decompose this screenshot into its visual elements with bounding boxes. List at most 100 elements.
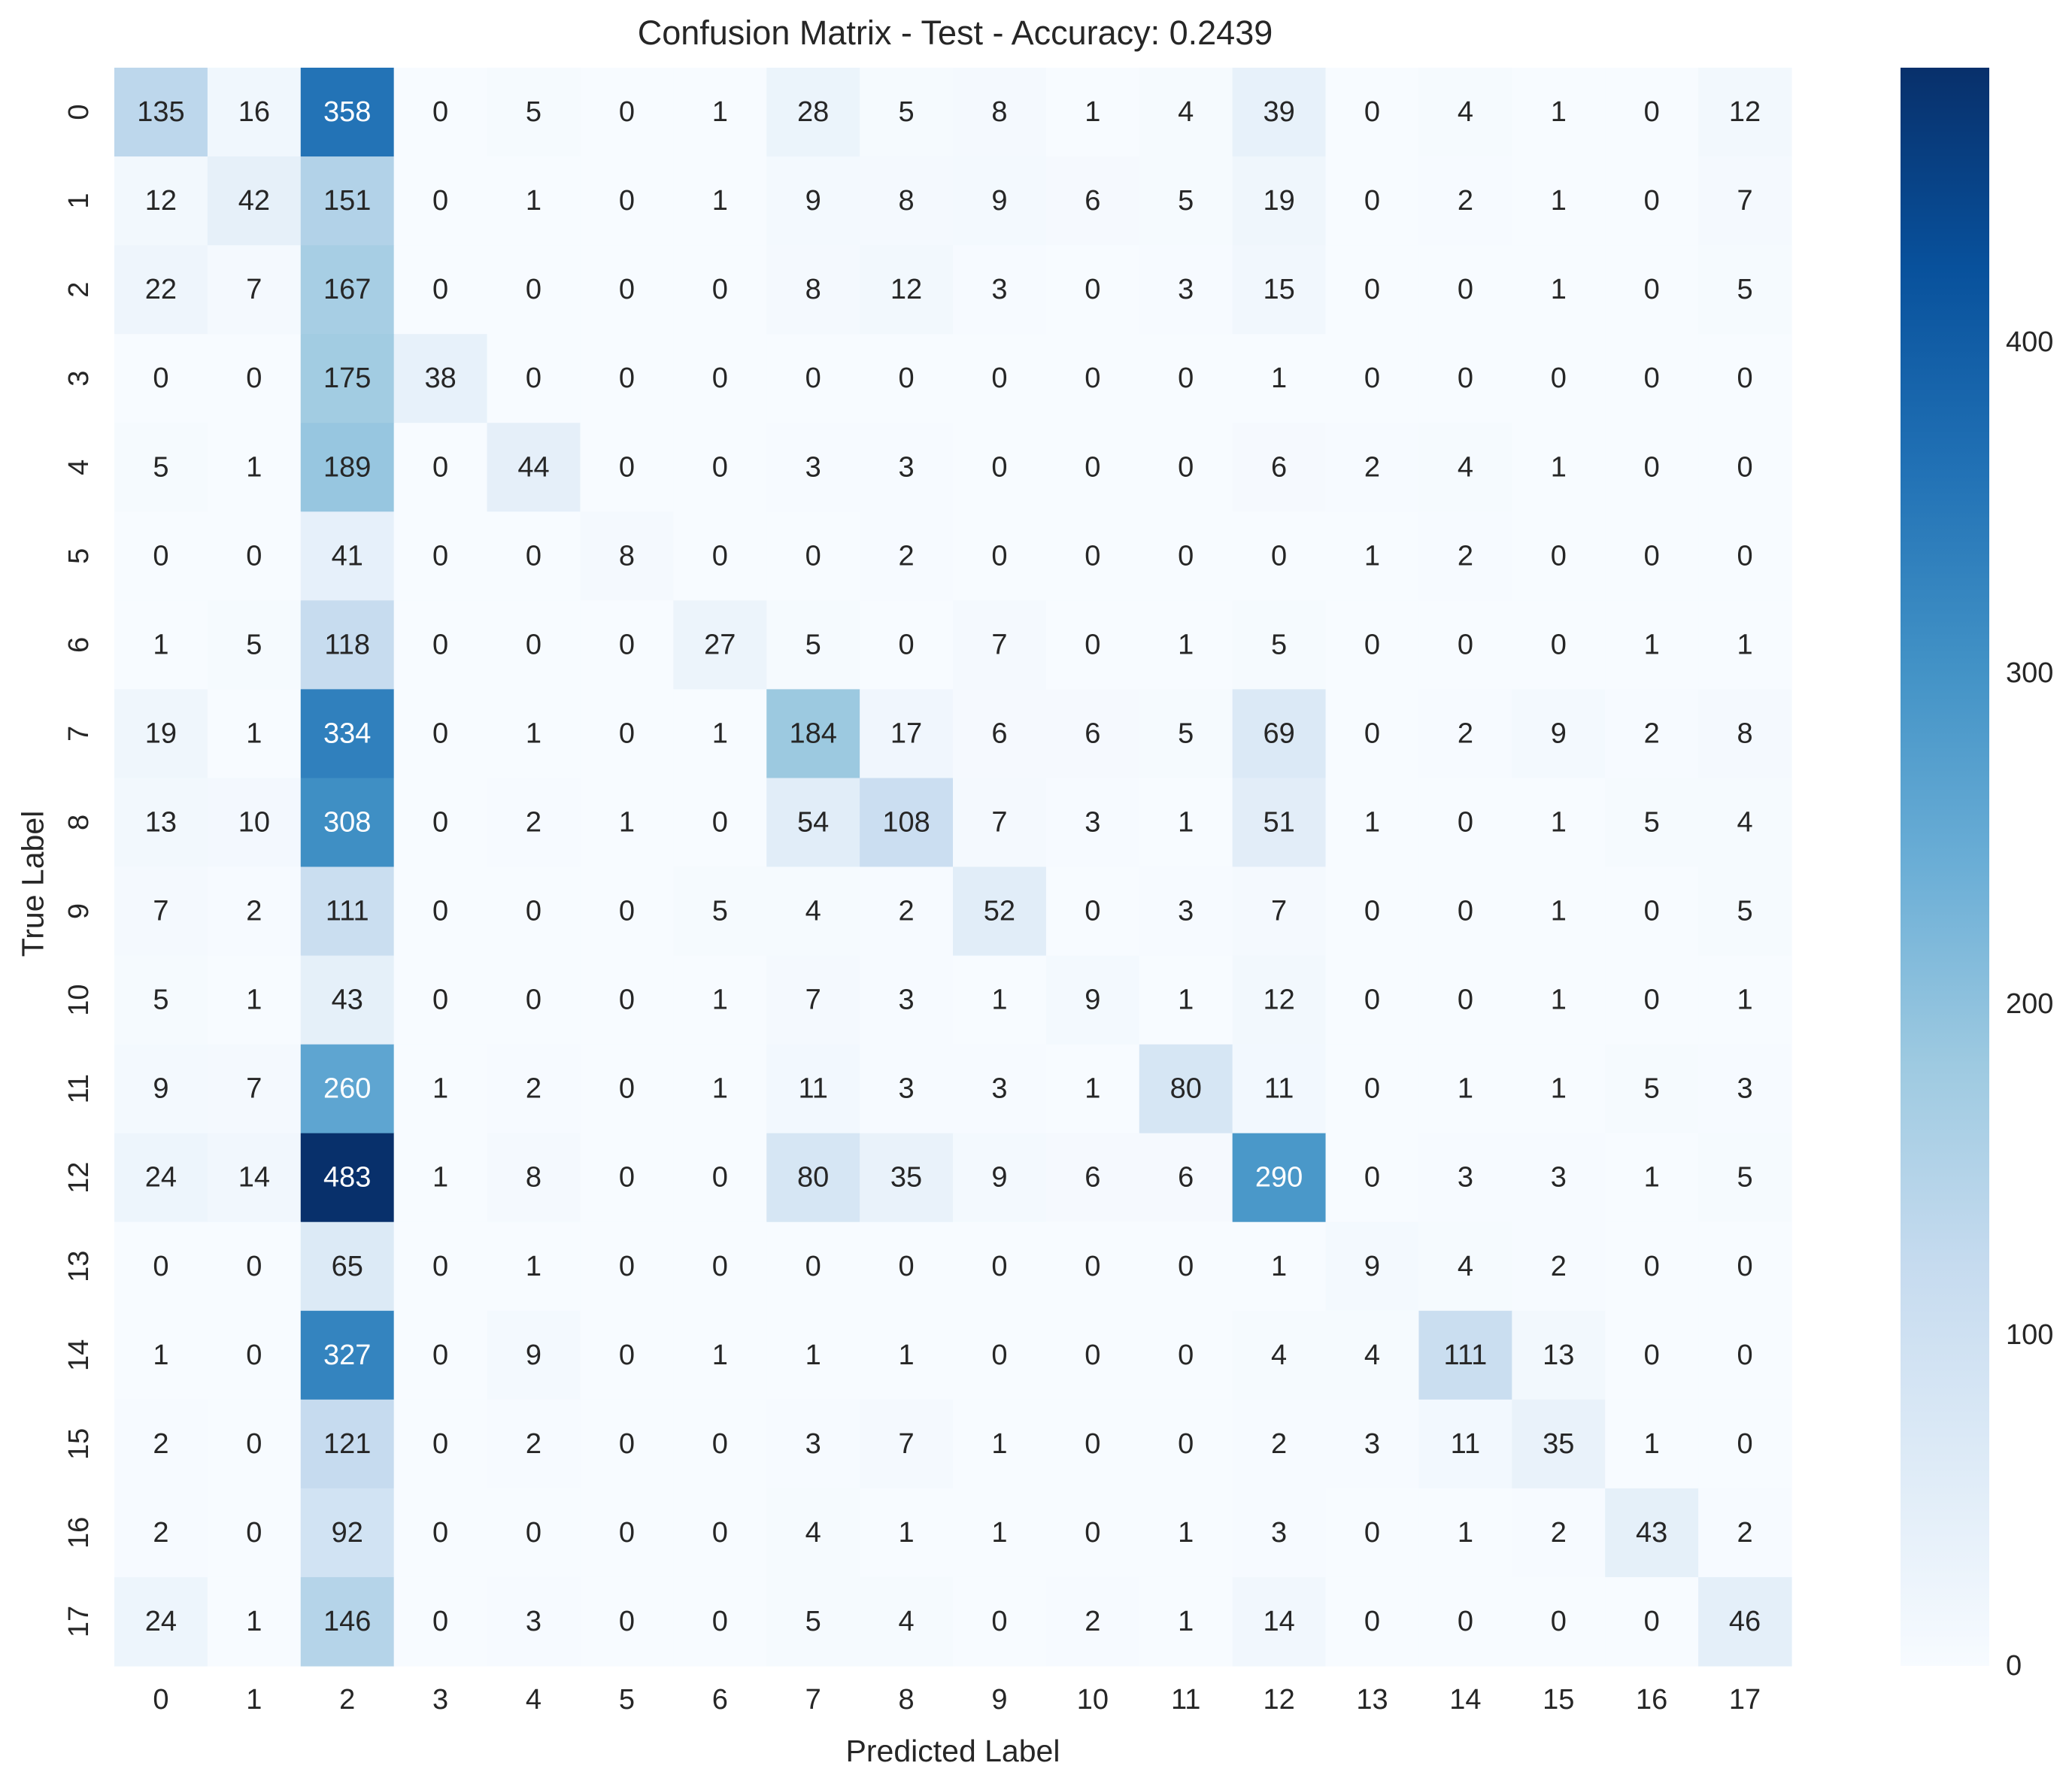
cell-value-label: 80 [1170, 1073, 1202, 1105]
heatmap-cell [487, 1044, 581, 1134]
cell-value-label: 4 [898, 1606, 914, 1637]
heatmap-cell [580, 1044, 674, 1134]
cell-value-label: 8 [1737, 718, 1752, 749]
cell-value-label: 1 [1551, 896, 1567, 927]
cell-value-label: 1 [1085, 1073, 1100, 1105]
heatmap-cell [580, 689, 674, 779]
heatmap-cell [1698, 245, 1792, 335]
cell-value-label: 12 [145, 185, 177, 217]
cell-value-label: 0 [991, 1606, 1007, 1637]
heatmap-cell [1605, 511, 1699, 601]
cell-value-label: 184 [789, 718, 836, 749]
heatmap-cell [207, 1399, 302, 1489]
heatmap-cell [487, 1488, 581, 1578]
heatmap-cell [1698, 1133, 1792, 1223]
y-axis-label: True Label [15, 810, 50, 957]
cell-value-label: 0 [1364, 1073, 1380, 1105]
cell-value-label: 0 [1644, 96, 1660, 128]
cell-value-label: 3 [1178, 896, 1194, 927]
heatmap-cell [953, 955, 1047, 1045]
heatmap-cell [766, 68, 860, 157]
heatmap-cell [1418, 1399, 1512, 1489]
heatmap-cell [1698, 689, 1792, 779]
cell-value-label: 1 [1737, 629, 1752, 660]
heatmap-cell [487, 689, 581, 779]
cell-value-label: 0 [1085, 451, 1100, 483]
heatmap-cell [487, 1133, 581, 1223]
cell-value-label: 0 [432, 274, 448, 305]
cell-value-label: 0 [619, 1073, 635, 1105]
cell-value-label: 1 [1364, 540, 1380, 572]
heatmap-cell [300, 600, 395, 690]
cell-value-label: 0 [526, 629, 542, 660]
heatmap-cell [580, 245, 674, 335]
heatmap-cell [673, 156, 767, 246]
cell-value-label: 0 [991, 451, 1007, 483]
cell-value-label: 0 [432, 1428, 448, 1460]
cell-value-label: 2 [1644, 718, 1660, 749]
cell-value-label: 308 [323, 806, 371, 838]
cell-value-label: 39 [1263, 96, 1294, 128]
heatmap-cell [860, 1310, 954, 1400]
cell-value-label: 0 [1178, 1340, 1194, 1371]
cell-value-label: 1 [1178, 1606, 1194, 1637]
heatmap-cell [114, 689, 208, 779]
heatmap-cell [673, 1576, 767, 1667]
heatmap-cell [393, 1044, 488, 1134]
heatmap-cell [300, 689, 395, 779]
x-tick-label: 3 [432, 1684, 448, 1716]
y-tick-label: 4 [63, 460, 95, 475]
cell-value-label: 35 [890, 1162, 922, 1194]
heatmap-cell [1512, 156, 1606, 246]
heatmap-cell [1605, 955, 1699, 1045]
x-tick-label: 16 [1636, 1684, 1667, 1716]
heatmap-cell [114, 955, 208, 1045]
heatmap-cell [300, 955, 395, 1045]
cell-value-label: 0 [153, 363, 168, 394]
cell-value-label: 9 [1551, 718, 1567, 749]
cell-value-label: 0 [619, 1340, 635, 1371]
heatmap-cell [1698, 1399, 1792, 1489]
cell-value-label: 7 [805, 985, 821, 1016]
cell-value-label: 12 [1729, 96, 1761, 128]
heatmap-cell [487, 600, 581, 690]
cell-value-label: 14 [238, 1162, 270, 1194]
cell-value-label: 0 [712, 806, 728, 838]
cell-value-label: 0 [432, 896, 448, 927]
cell-value-label: 43 [1636, 1517, 1667, 1549]
cell-value-label: 0 [1364, 896, 1380, 927]
heatmap-cell [300, 1310, 395, 1400]
cell-value-label: 3 [1271, 1517, 1287, 1549]
heatmap-cell [1045, 1133, 1140, 1223]
heatmap-cell [673, 866, 767, 957]
heatmap-cell [580, 1488, 674, 1578]
heatmap-cell [1232, 245, 1327, 335]
heatmap-cell [1139, 423, 1233, 512]
cell-value-label: 46 [1729, 1606, 1761, 1637]
cell-value-label: 0 [1364, 274, 1380, 305]
cell-value-label: 3 [991, 1073, 1007, 1105]
cell-value-label: 0 [432, 1517, 448, 1549]
cell-value-label: 0 [1364, 185, 1380, 217]
cell-value-label: 189 [323, 451, 371, 483]
heatmap-cell [860, 600, 954, 690]
heatmap-cell [393, 1488, 488, 1578]
heatmap-cell [207, 1310, 302, 1400]
heatmap-cell [1325, 1399, 1420, 1489]
heatmap-cell [953, 1399, 1047, 1489]
heatmap-cell [1139, 689, 1233, 779]
heatmap-cell [1512, 778, 1606, 868]
cell-value-label: 52 [984, 896, 1015, 927]
cell-value-label: 92 [332, 1517, 363, 1549]
cell-value-label: 0 [432, 451, 448, 483]
cell-value-label: 1 [805, 1340, 821, 1371]
cell-value-label: 2 [1458, 540, 1473, 572]
cell-value-label: 12 [1263, 985, 1294, 1016]
cell-value-label: 0 [432, 185, 448, 217]
heatmap-cells [114, 68, 1792, 1667]
heatmap-cell [300, 1221, 395, 1312]
y-tick-label: 2 [63, 282, 95, 298]
heatmap-cell [766, 245, 860, 335]
